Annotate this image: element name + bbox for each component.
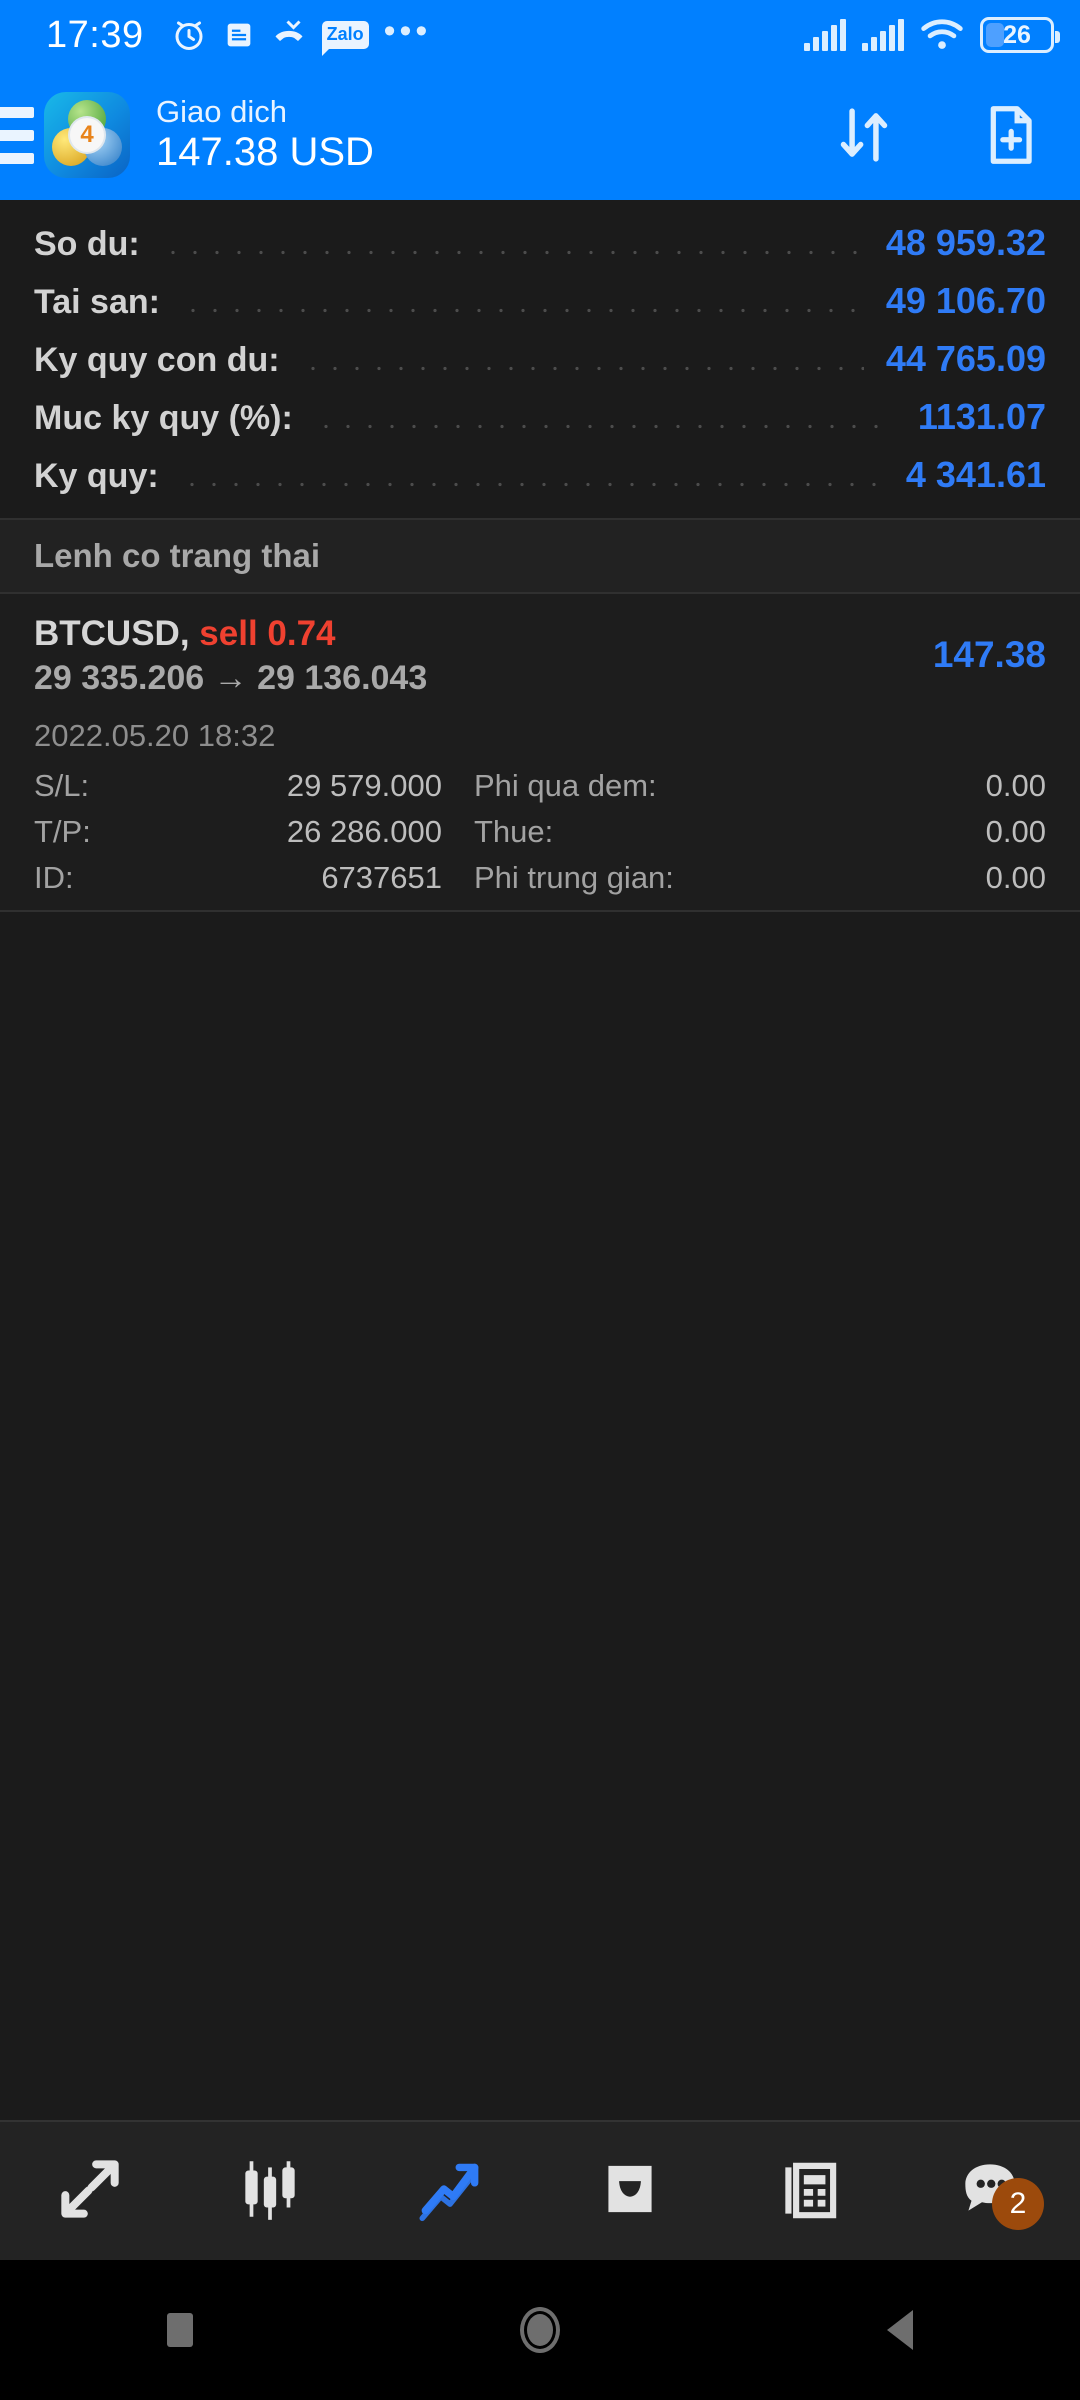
system-nav-bar: [0, 2260, 1080, 2400]
nav-item-charts[interactable]: [180, 2122, 360, 2260]
detail-value-tp: 26 286.000: [286, 813, 442, 849]
position-details-grid: S/L: 29 579.000 Phi qua dem: 0.00 T/P: 2…: [34, 768, 1046, 896]
app-header: 4 Giao dich 147.38 USD: [0, 70, 1080, 200]
detail-label-id: ID:: [34, 859, 74, 895]
account-summary: So du: 48 959.32 Tai san: 49 106.70 Ky q…: [0, 200, 1080, 518]
new-document-icon[interactable]: [978, 103, 1042, 167]
app-icon-badge: 4: [70, 118, 104, 152]
summary-row-margin-level: Muc ky quy (%): 1131.07: [0, 396, 1080, 454]
signal-bars-icon-2: [862, 19, 904, 51]
bottom-nav: 2: [0, 2120, 1080, 2260]
summary-label: Tai san:: [34, 283, 160, 321]
summary-row-equity: Tai san: 49 106.70: [0, 280, 1080, 338]
wifi-icon: [920, 18, 964, 52]
overflow-dots-icon: •••: [383, 11, 432, 50]
summary-label: So du:: [34, 225, 140, 263]
detail-label-tax: Thue:: [474, 813, 554, 849]
sort-arrows-icon[interactable]: [832, 103, 896, 167]
candlestick-icon: [233, 2152, 307, 2231]
position-side: sell 0.74: [199, 614, 336, 653]
header-equity: 147.38 USD: [156, 129, 374, 174]
leader-dots: [180, 482, 884, 487]
inbox-tray-icon: [593, 2152, 667, 2231]
leader-dots: [161, 250, 864, 255]
summary-label: Ky quy con du:: [34, 341, 280, 379]
position-top: BTCUSD, sell 0.74 29 335.206 → 29 136.04…: [34, 612, 1046, 702]
header-titles: Giao dich 147.38 USD: [156, 95, 374, 175]
summary-value: 48 959.32: [885, 222, 1046, 263]
summary-value: 49 106.70: [885, 280, 1046, 321]
missed-call-icon: [271, 17, 307, 53]
summary-value: 44 765.09: [885, 338, 1046, 379]
nav-item-chat[interactable]: 2: [900, 2122, 1080, 2260]
nav-item-history[interactable]: [540, 2122, 720, 2260]
leader-dots: [301, 366, 864, 371]
square-icon: [167, 2313, 193, 2347]
nav-item-quotes[interactable]: [0, 2122, 180, 2260]
status-bar-left: 17:39 Zalo •••: [46, 14, 431, 57]
system-nav-home[interactable]: [360, 2307, 720, 2353]
detail-value-sl: 29 579.000: [286, 767, 442, 803]
divider: [0, 909, 1080, 912]
circle-icon: [520, 2307, 560, 2353]
header-actions: [832, 103, 1042, 167]
chat-badge: 2: [992, 2178, 1044, 2230]
newspaper-icon: [773, 2152, 847, 2231]
nav-item-news[interactable]: [720, 2122, 900, 2260]
nav-item-trade[interactable]: [360, 2122, 540, 2260]
summary-value: 1131.07: [917, 396, 1046, 437]
position-current-price: 29 136.043: [257, 658, 428, 697]
divider: [0, 518, 1080, 520]
system-nav-back[interactable]: [720, 2310, 1080, 2350]
metatrader4-icon: 4: [44, 92, 130, 178]
divider: [0, 592, 1080, 594]
leader-dots: [181, 308, 864, 313]
hamburger-menu-icon[interactable]: [0, 106, 34, 164]
position-datetime: 2022.05.20 18:32: [34, 717, 276, 753]
leader-dots: [314, 424, 896, 429]
position-prices: 29 335.206 → 29 136.043: [34, 656, 933, 702]
position-symbol: BTCUSD,: [34, 614, 190, 653]
signal-bars-icon: [804, 19, 846, 51]
alarm-clock-icon: [171, 17, 207, 53]
position-row[interactable]: BTCUSD, sell 0.74 29 335.206 → 29 136.04…: [0, 594, 1080, 910]
status-clock: 17:39: [46, 13, 144, 56]
summary-row-margin: Ky quy: 4 341.61: [0, 454, 1080, 512]
trending-up-arrow-icon: [413, 2152, 487, 2231]
status-bar: 17:39 Zalo ••• 26: [0, 0, 1080, 70]
triangle-left-icon: [887, 2310, 913, 2350]
two-way-arrows-icon: [53, 2152, 127, 2231]
position-profit: 147.38: [932, 634, 1046, 675]
message-icon: [222, 18, 256, 52]
page-title: Giao dich: [156, 94, 287, 130]
summary-label: Ky quy:: [34, 457, 159, 495]
position-symbol-line: BTCUSD, sell 0.74: [34, 612, 933, 656]
section-header-positions: Lenh co trang thai: [0, 520, 1080, 592]
system-nav-recents[interactable]: [0, 2313, 360, 2347]
detail-value-tax: 0.00: [985, 813, 1046, 849]
detail-value-id: 6737651: [321, 859, 442, 895]
position-info: BTCUSD, sell 0.74 29 335.206 → 29 136.04…: [34, 612, 933, 702]
detail-label-sl: S/L:: [34, 767, 90, 803]
battery-percent: 26: [1003, 20, 1031, 49]
status-bar-right: 26: [804, 17, 1060, 53]
battery-icon: 26: [980, 17, 1060, 53]
summary-row-balance: So du: 48 959.32: [0, 222, 1080, 280]
detail-label-commission: Phi trung gian:: [474, 859, 674, 895]
position-open-price: 29 335.206: [34, 658, 205, 697]
detail-label-swap: Phi qua dem:: [474, 767, 657, 803]
summary-row-free-margin: Ky quy con du: 44 765.09: [0, 338, 1080, 396]
arrow-right-icon: →: [213, 658, 248, 697]
summary-label: Muc ky quy (%):: [34, 399, 293, 437]
detail-value-commission: 0.00: [985, 859, 1046, 895]
summary-value: 4 341.61: [905, 454, 1046, 495]
zalo-icon: Zalo: [321, 21, 369, 56]
detail-label-tp: T/P:: [34, 813, 91, 849]
detail-value-swap: 0.00: [985, 767, 1046, 803]
